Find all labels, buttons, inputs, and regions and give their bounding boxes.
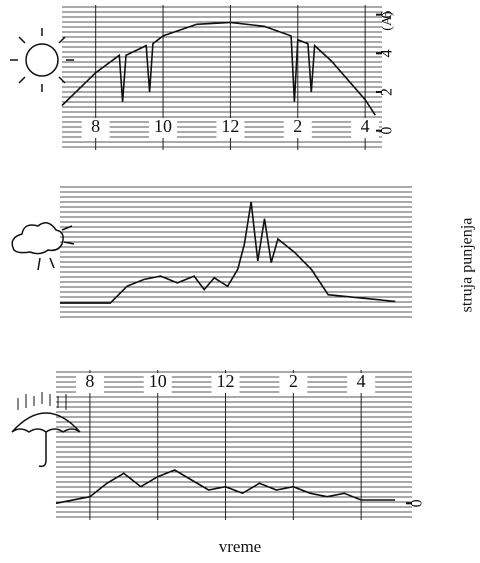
x-tick-label: 8 [85, 371, 94, 391]
y-tick-label: 2 [379, 88, 396, 96]
y-tick-label: 0 [379, 127, 396, 135]
y-tick-label: 0 [409, 499, 426, 507]
x-tick-label: 10 [149, 371, 167, 391]
x-tick-label: 2 [293, 116, 302, 136]
page: vreme struja punjenja 81012240246(A)8101… [0, 0, 480, 563]
y-axis-label: struja punjenja [459, 218, 476, 313]
y-unit: (A) [380, 11, 395, 31]
figure: vreme struja punjenja 81012240246(A)8101… [0, 0, 480, 563]
x-tick-label: 8 [91, 116, 100, 136]
x-tick-label: 2 [289, 371, 298, 391]
y-tick-label: 4 [379, 49, 396, 57]
x-tick-label: 4 [357, 371, 366, 391]
x-tick-label: 4 [361, 116, 370, 136]
x-tick-label: 12 [221, 116, 239, 136]
x-axis-label: vreme [219, 537, 261, 556]
x-tick-label: 10 [154, 116, 172, 136]
x-tick-label: 12 [217, 371, 235, 391]
